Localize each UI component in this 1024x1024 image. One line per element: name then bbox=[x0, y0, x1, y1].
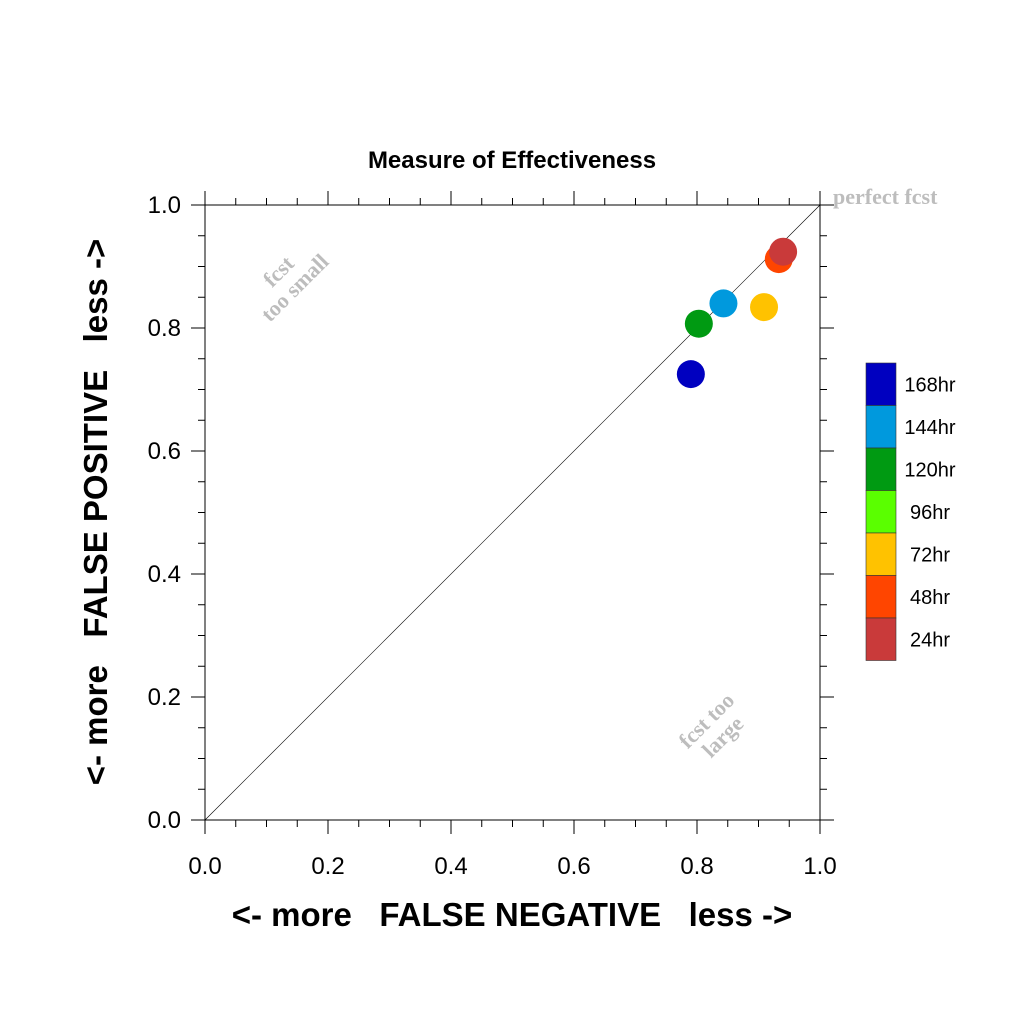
data-point-24hr bbox=[769, 237, 798, 266]
chart-title: Measure of Effectiveness bbox=[368, 147, 656, 174]
axis-ticks bbox=[191, 191, 834, 834]
data-point-120hr bbox=[684, 309, 713, 338]
data-point-168hr bbox=[676, 360, 705, 389]
x-tick-label: 0.0 bbox=[188, 853, 221, 880]
data-points bbox=[676, 237, 798, 389]
legend-label-96hr: 96hr bbox=[910, 502, 950, 524]
annotation-fcst-too-large: fcst too large bbox=[674, 688, 749, 763]
axis-tick-labels: 0.0 0.2 0.4 0.6 0.8 1.0 0.0 0.2 0.4 0.6 0.8 1.0 bbox=[148, 192, 837, 880]
x-tick-label: 0.6 bbox=[557, 853, 590, 880]
legend: 168hr 144hr 120hr 96hr 72hr 48hr 24hr bbox=[865, 362, 956, 661]
y-tick-label: 0.4 bbox=[148, 561, 181, 588]
legend-label-168hr: 168hr bbox=[904, 374, 955, 396]
y-axis-label: <- more FALSE POSITIVE less -> bbox=[77, 239, 114, 786]
legend-swatch-48hr bbox=[865, 575, 897, 619]
legend-label-120hr: 120hr bbox=[904, 459, 955, 481]
x-tick-label: 1.0 bbox=[803, 853, 836, 880]
legend-label-48hr: 48hr bbox=[910, 587, 950, 609]
annotation-too-small-line2: too small bbox=[256, 249, 334, 327]
legend-swatch-144hr bbox=[865, 405, 897, 449]
annotation-fcst-too-small: fcst too small bbox=[256, 249, 334, 327]
annotation-perfect-fcst: perfect fcst bbox=[833, 184, 938, 209]
legend-swatch-168hr bbox=[865, 362, 897, 406]
x-tick-label: 0.4 bbox=[434, 853, 467, 880]
legend-swatch-24hr bbox=[865, 617, 897, 661]
x-tick-label: 0.8 bbox=[680, 853, 713, 880]
legend-swatch-96hr bbox=[865, 490, 897, 534]
x-axis-label: <- more FALSE NEGATIVE less -> bbox=[232, 896, 793, 933]
y-tick-label: 0.0 bbox=[148, 807, 181, 834]
y-tick-label: 0.8 bbox=[148, 315, 181, 342]
legend-swatch-120hr bbox=[865, 447, 897, 491]
legend-label-72hr: 72hr bbox=[910, 544, 950, 566]
data-point-72hr bbox=[750, 293, 779, 322]
x-tick-label: 0.2 bbox=[311, 853, 344, 880]
legend-swatch-72hr bbox=[865, 532, 897, 576]
data-point-144hr bbox=[709, 289, 738, 318]
y-tick-label: 0.6 bbox=[148, 438, 181, 465]
legend-label-144hr: 144hr bbox=[904, 417, 955, 439]
legend-label-24hr: 24hr bbox=[910, 629, 950, 651]
y-tick-label: 1.0 bbox=[148, 192, 181, 219]
y-tick-label: 0.2 bbox=[148, 684, 181, 711]
